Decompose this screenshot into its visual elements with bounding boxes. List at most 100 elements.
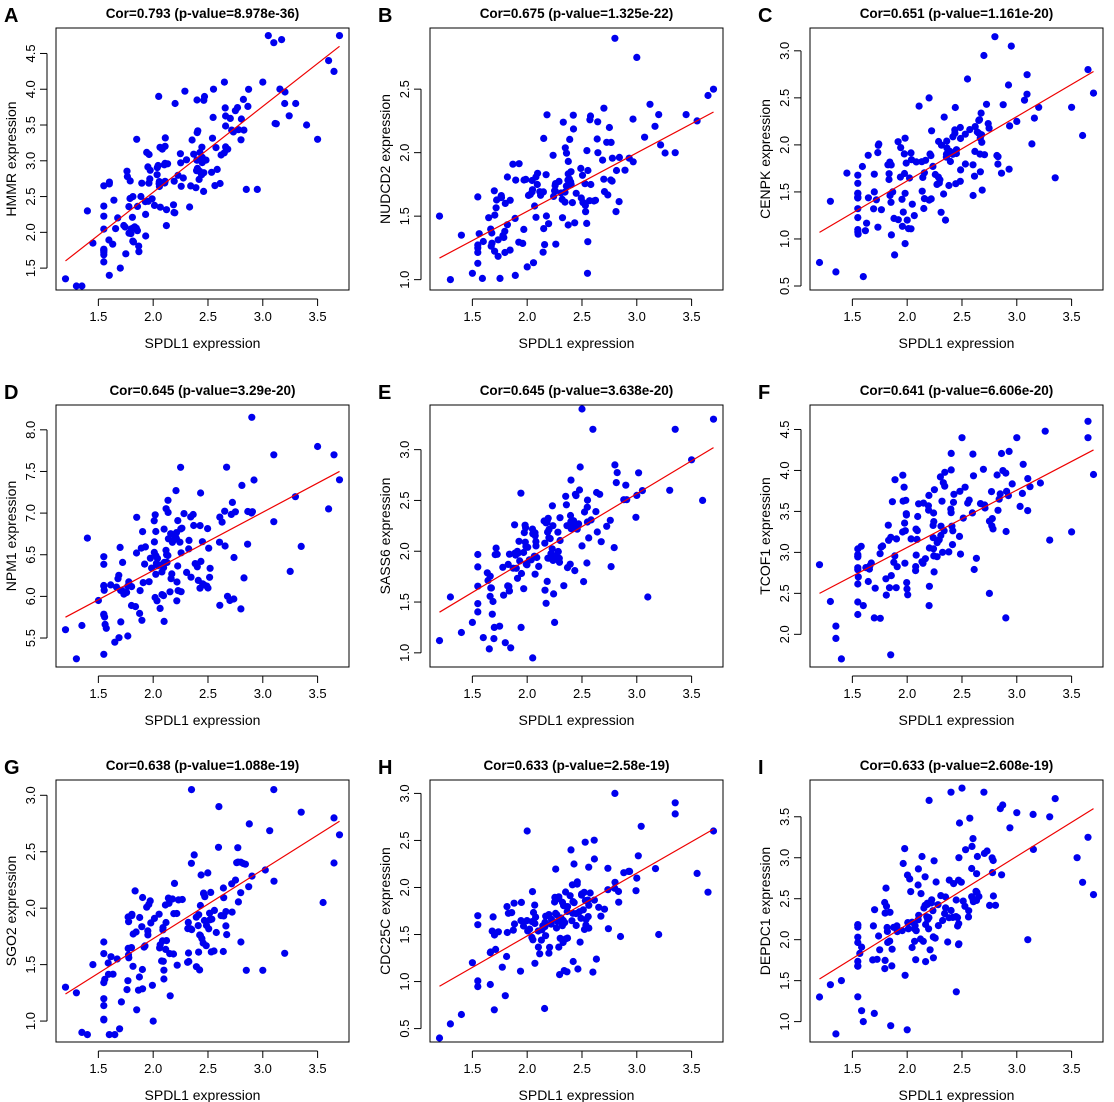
data-point: [486, 949, 494, 957]
data-point: [144, 163, 152, 171]
data-point: [190, 150, 198, 158]
data-point: [457, 231, 465, 239]
data-point: [1084, 66, 1092, 74]
data-point: [133, 1006, 141, 1014]
data-point: [704, 888, 712, 896]
data-point: [952, 913, 960, 921]
data-point: [489, 913, 497, 921]
data-point: [969, 472, 978, 480]
data-point: [558, 195, 566, 203]
data-point: [858, 162, 867, 171]
data-point: [881, 956, 889, 965]
data-point: [912, 956, 920, 964]
y-tick-label: 1.5: [777, 972, 792, 990]
y-tick-label: 1.0: [397, 271, 412, 289]
data-point: [161, 134, 169, 142]
data-point: [197, 557, 205, 566]
y-tick-label: 0.5: [397, 1020, 412, 1038]
y-axis-label: HMMR expression: [3, 101, 19, 216]
data-point: [173, 597, 181, 605]
data-point: [435, 1034, 444, 1042]
data-point: [499, 563, 507, 571]
data-point: [1084, 434, 1092, 442]
data-point: [901, 845, 909, 853]
x-axis-label: SPDL1 expression: [145, 712, 261, 728]
data-point: [884, 521, 892, 529]
data-point: [129, 237, 137, 245]
data-point: [568, 199, 577, 207]
data-point: [552, 865, 560, 873]
data-point: [547, 550, 555, 558]
data-point: [908, 943, 916, 952]
data-point: [912, 551, 920, 559]
data-point: [219, 947, 227, 956]
data-point: [927, 195, 935, 203]
data-point: [945, 914, 953, 922]
panel-letter: E: [378, 382, 391, 404]
data-point: [117, 998, 125, 1006]
data-point: [897, 144, 905, 152]
data-point: [633, 53, 641, 62]
data-point: [120, 590, 128, 598]
x-axis-label: SPDL1 expression: [519, 335, 635, 351]
data-point: [574, 965, 582, 973]
data-point: [586, 116, 594, 124]
data-point: [261, 866, 269, 874]
data-point: [161, 142, 169, 150]
x-axis-label: SPDL1 expression: [899, 712, 1015, 728]
data-point: [162, 222, 170, 230]
data-point: [543, 577, 551, 586]
data-point: [330, 67, 338, 75]
data-point: [223, 931, 231, 939]
data-point: [490, 187, 498, 195]
data-point: [914, 865, 923, 873]
x-axis-label: SPDL1 expression: [519, 712, 635, 728]
data-point: [500, 591, 508, 599]
data-point: [980, 51, 988, 60]
data-point: [100, 225, 108, 233]
data-point: [486, 572, 494, 580]
data-point: [210, 947, 218, 955]
data-point: [520, 585, 528, 593]
x-tick-label: 2.0: [898, 686, 916, 701]
panel-letter: D: [4, 382, 18, 404]
data-point: [547, 920, 555, 928]
data-point: [490, 1006, 498, 1014]
data-point: [479, 237, 487, 246]
data-point: [559, 916, 567, 925]
data-point: [928, 127, 936, 135]
data-point: [105, 1031, 113, 1039]
data-point: [513, 574, 522, 582]
data-point: [972, 554, 981, 562]
data-point: [286, 567, 294, 576]
data-point: [169, 201, 178, 209]
data-point: [943, 137, 951, 145]
data-point: [942, 904, 950, 912]
data-point: [177, 463, 185, 471]
data-point: [907, 225, 915, 233]
data-point: [655, 930, 663, 939]
data-point: [228, 908, 236, 916]
data-point: [958, 784, 966, 792]
data-point: [893, 563, 901, 571]
data-point: [146, 554, 154, 562]
data-point: [575, 908, 584, 916]
data-point: [528, 918, 536, 926]
data-point: [554, 548, 562, 556]
data-point: [925, 491, 933, 499]
regression-line: [819, 70, 1094, 233]
data-point: [903, 585, 911, 593]
data-point: [564, 157, 572, 165]
data-point: [124, 977, 132, 985]
data-point: [196, 522, 204, 530]
data-point: [222, 122, 230, 130]
data-point: [859, 273, 867, 281]
data-point: [699, 496, 707, 504]
data-point: [520, 548, 528, 557]
data-point: [189, 510, 197, 519]
data-point: [859, 1018, 867, 1026]
regression-line: [439, 111, 714, 259]
data-point: [925, 796, 933, 805]
data-point: [548, 502, 557, 510]
data-point: [976, 168, 985, 176]
